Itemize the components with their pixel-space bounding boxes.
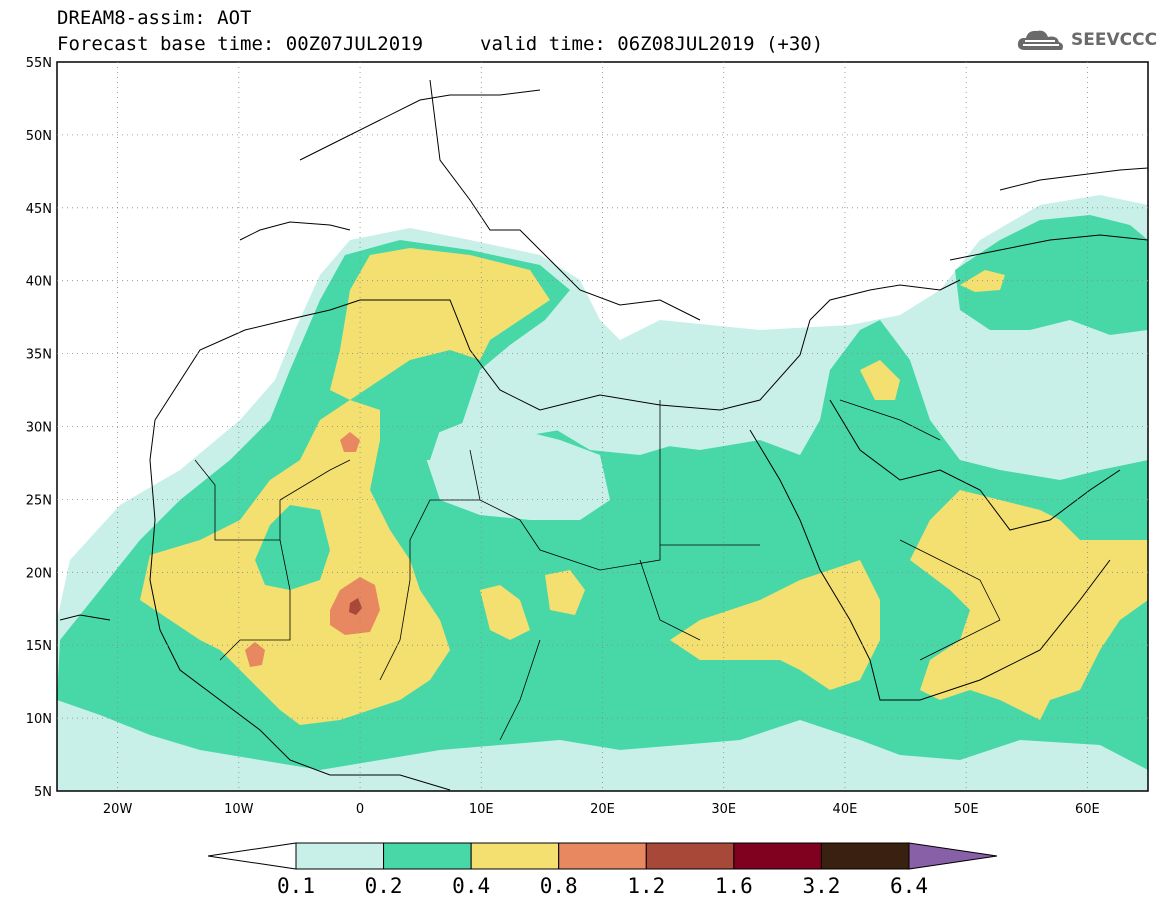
lat-tick-label: 5N	[34, 785, 52, 800]
country-borders	[194, 399, 1001, 741]
colorbar-level-label: 0.4	[452, 874, 490, 898]
lat-tick-label: 25N	[26, 493, 52, 508]
lon-tick-label: 20E	[590, 802, 615, 817]
colorbar-high-arrow	[908, 842, 998, 870]
colorbar-box	[733, 842, 822, 870]
seevccc-logo: SEEVCCC	[1015, 26, 1157, 54]
colorbar-box	[383, 842, 472, 870]
cloud-icon	[1017, 30, 1063, 50]
colorbar-box	[295, 842, 385, 870]
colorbar-level-label: 0.8	[540, 874, 578, 898]
lat-tick-label: 10N	[26, 712, 52, 727]
lat-tick-label: 55N	[26, 56, 52, 71]
lon-tick-label: 30E	[711, 802, 736, 817]
colorbar-level-label: 6.4	[890, 874, 928, 898]
aot-level-1.2	[349, 598, 362, 615]
lat-tick-label: 20N	[26, 566, 52, 581]
lat-tick-label: 50N	[26, 129, 52, 144]
lon-tick-label: 20W	[103, 802, 133, 817]
colorbar-level-label: 1.6	[715, 874, 753, 898]
colorbar: 0.1 0.2 0.4 0.8 1.2 1.6 3.2 6.4	[207, 842, 998, 898]
lon-tick-label: 40E	[833, 802, 858, 817]
logo-text: SEEVCCC	[1071, 30, 1158, 50]
map-title: DREAM8-assim: AOT	[57, 7, 252, 29]
coastlines	[59, 79, 1148, 791]
colorbar-low-arrow	[207, 842, 297, 870]
lat-tick-label: 45N	[26, 202, 52, 217]
forecast-base-time: Forecast base time: 00Z07JUL2019	[57, 33, 424, 55]
aot-gap-0.1	[420, 345, 1148, 520]
lon-tick-label: 60E	[1075, 802, 1100, 817]
lon-tick-label: 50E	[954, 802, 979, 817]
aot-hole-0.2	[255, 410, 440, 590]
colorbar-level-label: 1.2	[627, 874, 665, 898]
colorbar-box	[558, 842, 647, 870]
colorbar-box	[470, 842, 560, 870]
colorbar-box	[645, 842, 735, 870]
lat-tick-label: 30N	[26, 421, 52, 436]
lat-tick-label: 15N	[26, 639, 52, 654]
colorbar-level-label: 0.2	[365, 874, 403, 898]
lon-tick-label: 10W	[224, 802, 254, 817]
axis-ticks: 55N 50N 45N 40N 35N 30N 25N 20N 15N 10N 5N 20W 10W 0 1…	[26, 56, 1148, 817]
lon-tick-label: 10E	[469, 802, 494, 817]
lon-tick-label: 0	[356, 802, 364, 817]
colorbar-level-label: 0.1	[277, 874, 315, 898]
lat-tick-label: 40N	[26, 275, 52, 290]
colorbar-level-label: 3.2	[802, 874, 840, 898]
lat-tick-label: 35N	[26, 348, 52, 363]
valid-time: valid time: 06Z08JUL2019 (+30)	[480, 33, 824, 55]
colorbar-box	[820, 842, 910, 870]
